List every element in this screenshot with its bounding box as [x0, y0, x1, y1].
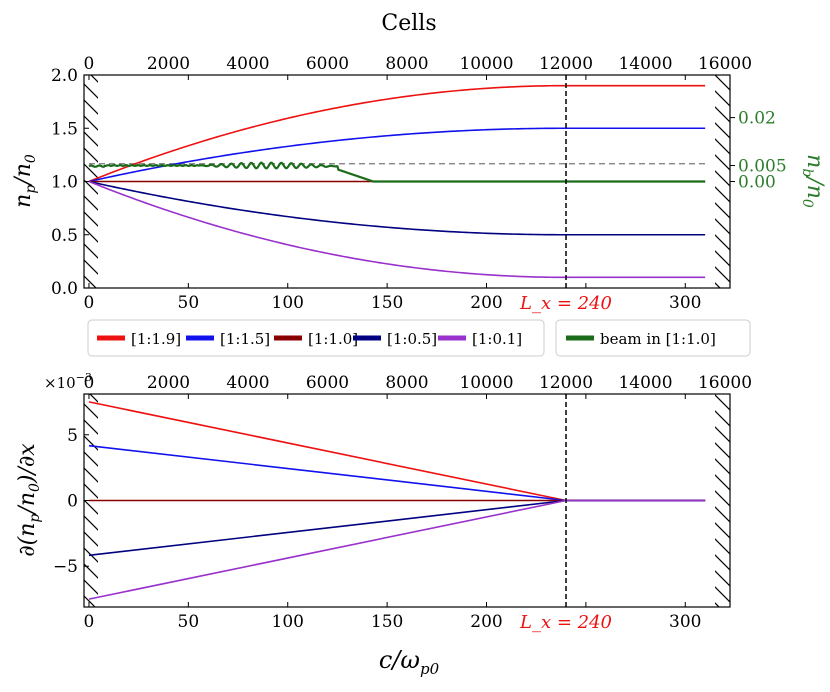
bottom-cells-tick-label: 10000: [459, 373, 513, 393]
legend-box: [87, 319, 545, 357]
bottom-xtick-label: 50: [178, 612, 200, 632]
bottom-xtick-label: 150: [371, 612, 403, 632]
top-xtick-label: 100: [272, 293, 304, 313]
legend-label: [1:1.0]: [308, 330, 358, 348]
bottom-series-[1:0.1]: [88, 499, 706, 600]
svg-text:nb/n0: nb/n0: [799, 154, 827, 208]
top-cells-tick-label: 6000: [306, 54, 349, 74]
right-wall-hatch: [715, 75, 730, 288]
top-right-ylabel: nb/n0: [799, 154, 827, 208]
bottom-cells-tick-label: 12000: [539, 373, 593, 393]
top-series-[1:0.5]: [88, 180, 706, 236]
top-cells-tick-label: 10000: [459, 54, 513, 74]
bottom-cells-tick-label: 16000: [698, 373, 752, 393]
top-ytick-label: 1.0: [51, 173, 78, 193]
top-axis-title: Cells: [381, 11, 436, 36]
top-xtick-label: 200: [470, 293, 502, 313]
bottom-xtick-label: 200: [470, 612, 502, 632]
top-cells-tick-label: 16000: [698, 54, 752, 74]
bottom-series-[1:0.5]: [88, 499, 706, 557]
bottom-cells-tick-label: 0: [84, 373, 95, 393]
bottom-ytick-label: 5: [67, 426, 78, 446]
right-wall-hatch: [715, 394, 730, 607]
bottom-cells-tick-label: 6000: [306, 373, 349, 393]
legend-label: [1:0.1]: [472, 330, 522, 348]
bottom-panel-data: [88, 394, 706, 607]
legend-label: [1:1.5]: [220, 330, 270, 348]
top-series-[1:1.9]: [88, 84, 706, 183]
legend-beam-label: beam in [1:1.0]: [600, 330, 716, 348]
bottom-ylabel: ∂(np/n0)/∂x: [15, 443, 43, 557]
top-ytick-label: 0.5: [51, 226, 78, 246]
xlabel: c/ωp0: [379, 646, 440, 678]
bottom-xtick-label: 0: [84, 612, 95, 632]
top-cells-tick-label: 8000: [385, 54, 428, 74]
top-panel: 0 50 100 150 200 300 0 2000 4000 6000 8000 10000 120…: [51, 54, 787, 314]
legend-label: [1:1.9]: [131, 330, 181, 348]
beam-series: [88, 161, 706, 183]
top-cells-tick-label: 12000: [539, 54, 593, 74]
right-ytick-label: 0.005: [738, 157, 787, 177]
bottom-cells-tick-label: 14000: [618, 373, 672, 393]
top-xtick-label: 150: [371, 293, 403, 313]
np-n0-label: n: [11, 194, 36, 208]
top-xtick-label: 0: [84, 293, 95, 313]
top-panel-data: [88, 75, 706, 288]
top-cells-tick-label: 4000: [226, 54, 269, 74]
top-xtick-label: 50: [178, 293, 200, 313]
legend-label: [1:0.5]: [387, 330, 437, 348]
top-xtick-label: 300: [669, 293, 701, 313]
top-ylabel: np/n0: [11, 154, 39, 208]
right-ytick-label: 0.02: [738, 109, 776, 129]
legend-beam-box: [555, 319, 751, 357]
bottom-cells-tick-label: 8000: [385, 373, 428, 393]
top-cells-tick-label: 14000: [618, 54, 672, 74]
bottom-cells-tick-label: 4000: [226, 373, 269, 393]
svg-text:np/n0: np/n0: [11, 154, 39, 208]
nb-n0-label: n: [802, 154, 827, 168]
legend: [1:1.9] [1:1.5] [1:1.0] [1:0.5] [1:0.1] beam …: [87, 319, 751, 357]
top-series-[1:1.5]: [88, 127, 706, 183]
bottom-ytick-label: 0: [67, 492, 78, 512]
svg-text:∂(np/n0)/∂x: ∂(np/n0)/∂x: [15, 443, 43, 557]
bottom-series-[1:1.9]: [88, 401, 706, 502]
right-ytick-label: 0.00: [738, 173, 776, 193]
top-lx-label: L_x = 240: [519, 293, 612, 314]
bottom-xtick-label: 100: [272, 612, 304, 632]
top-cells-tick-label: 2000: [147, 54, 190, 74]
top-ytick-label: 2.0: [51, 66, 78, 86]
top-cells-tick-label: 0: [84, 54, 95, 74]
bottom-xtick-label: 300: [669, 612, 701, 632]
bottom-cells-tick-label: 2000: [147, 373, 190, 393]
top-series-[1:0.1]: [88, 180, 706, 279]
top-ytick-label: 0.0: [51, 279, 78, 299]
top-ytick-label: 1.5: [51, 119, 78, 139]
bottom-lx-label: L_x = 240: [519, 612, 612, 633]
bottom-ytick-label: −5: [53, 557, 78, 577]
bottom-series-[1:1.5]: [88, 444, 706, 502]
top-panel-axes: 0 50 100 150 200 300 0 2000 4000 6000 8000 10000 120…: [51, 54, 787, 314]
